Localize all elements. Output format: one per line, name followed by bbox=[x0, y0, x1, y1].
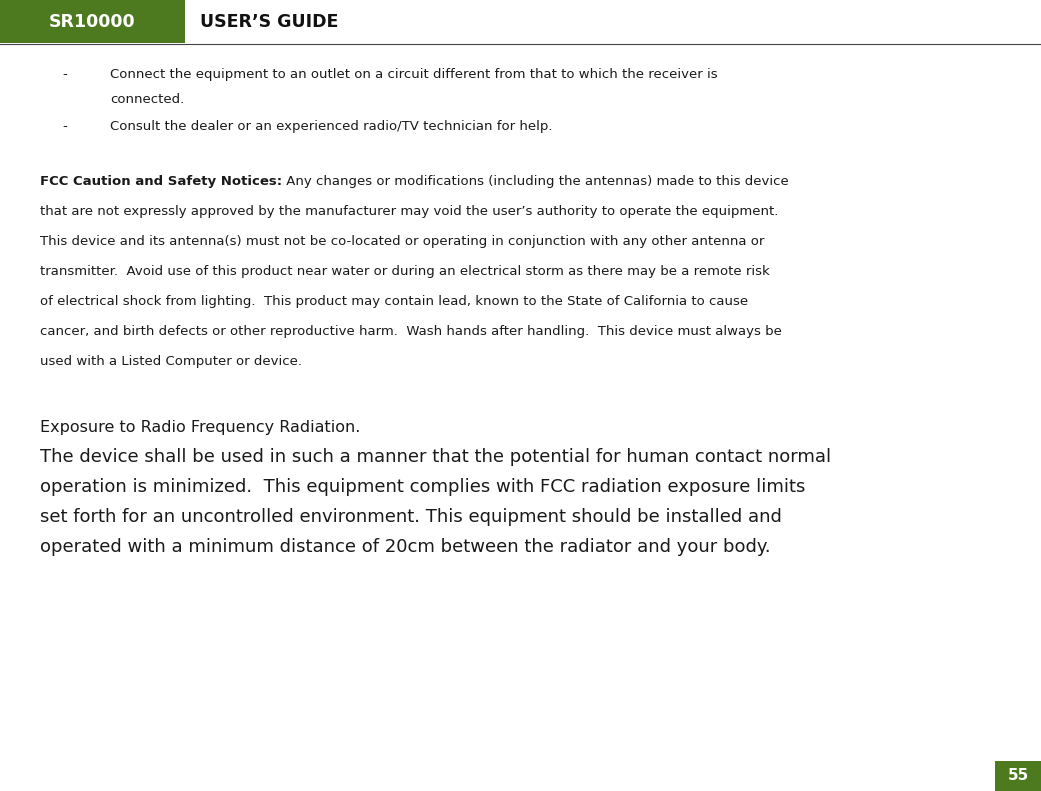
Text: 55: 55 bbox=[1008, 769, 1029, 784]
Bar bbox=[0, 0, 185, 43]
Text: -: - bbox=[62, 68, 67, 81]
Text: cancer, and birth defects or other reproductive harm.  Wash hands after handling: cancer, and birth defects or other repro… bbox=[40, 325, 782, 338]
Text: of electrical shock from lighting.  This product may contain lead, known to the : of electrical shock from lighting. This … bbox=[40, 295, 748, 308]
Text: SR10000: SR10000 bbox=[49, 13, 135, 31]
Text: Exposure to Radio Frequency Radiation.: Exposure to Radio Frequency Radiation. bbox=[40, 420, 360, 435]
Text: This device and its antenna(s) must not be co-located or operating in conjunctio: This device and its antenna(s) must not … bbox=[40, 235, 764, 248]
Text: that are not expressly approved by the manufacturer may void the user’s authorit: that are not expressly approved by the m… bbox=[40, 205, 779, 218]
Text: Consult the dealer or an experienced radio/TV technician for help.: Consult the dealer or an experienced rad… bbox=[110, 120, 553, 133]
Bar bbox=[995, 761, 1041, 791]
Text: operation is minimized.  This equipment complies with FCC radiation exposure lim: operation is minimized. This equipment c… bbox=[40, 478, 806, 496]
Text: transmitter.  Avoid use of this product near water or during an electrical storm: transmitter. Avoid use of this product n… bbox=[40, 265, 769, 278]
Text: USER’S GUIDE: USER’S GUIDE bbox=[200, 13, 338, 31]
Text: connected.: connected. bbox=[110, 93, 184, 106]
Text: operated with a minimum distance of 20cm between the radiator and your body.: operated with a minimum distance of 20cm… bbox=[40, 538, 770, 556]
Text: -: - bbox=[62, 120, 67, 133]
Bar bbox=[185, 0, 1041, 43]
Text: FCC Caution and Safety Notices:: FCC Caution and Safety Notices: bbox=[40, 175, 282, 188]
Text: The device shall be used in such a manner that the potential for human contact n: The device shall be used in such a manne… bbox=[40, 448, 831, 466]
Text: Any changes or modifications (including the antennas) made to this device: Any changes or modifications (including … bbox=[282, 175, 789, 188]
Text: set forth for an uncontrolled environment. This equipment should be installed an: set forth for an uncontrolled environmen… bbox=[40, 508, 782, 526]
Text: used with a Listed Computer or device.: used with a Listed Computer or device. bbox=[40, 355, 302, 368]
Text: Connect the equipment to an outlet on a circuit different from that to which the: Connect the equipment to an outlet on a … bbox=[110, 68, 717, 81]
